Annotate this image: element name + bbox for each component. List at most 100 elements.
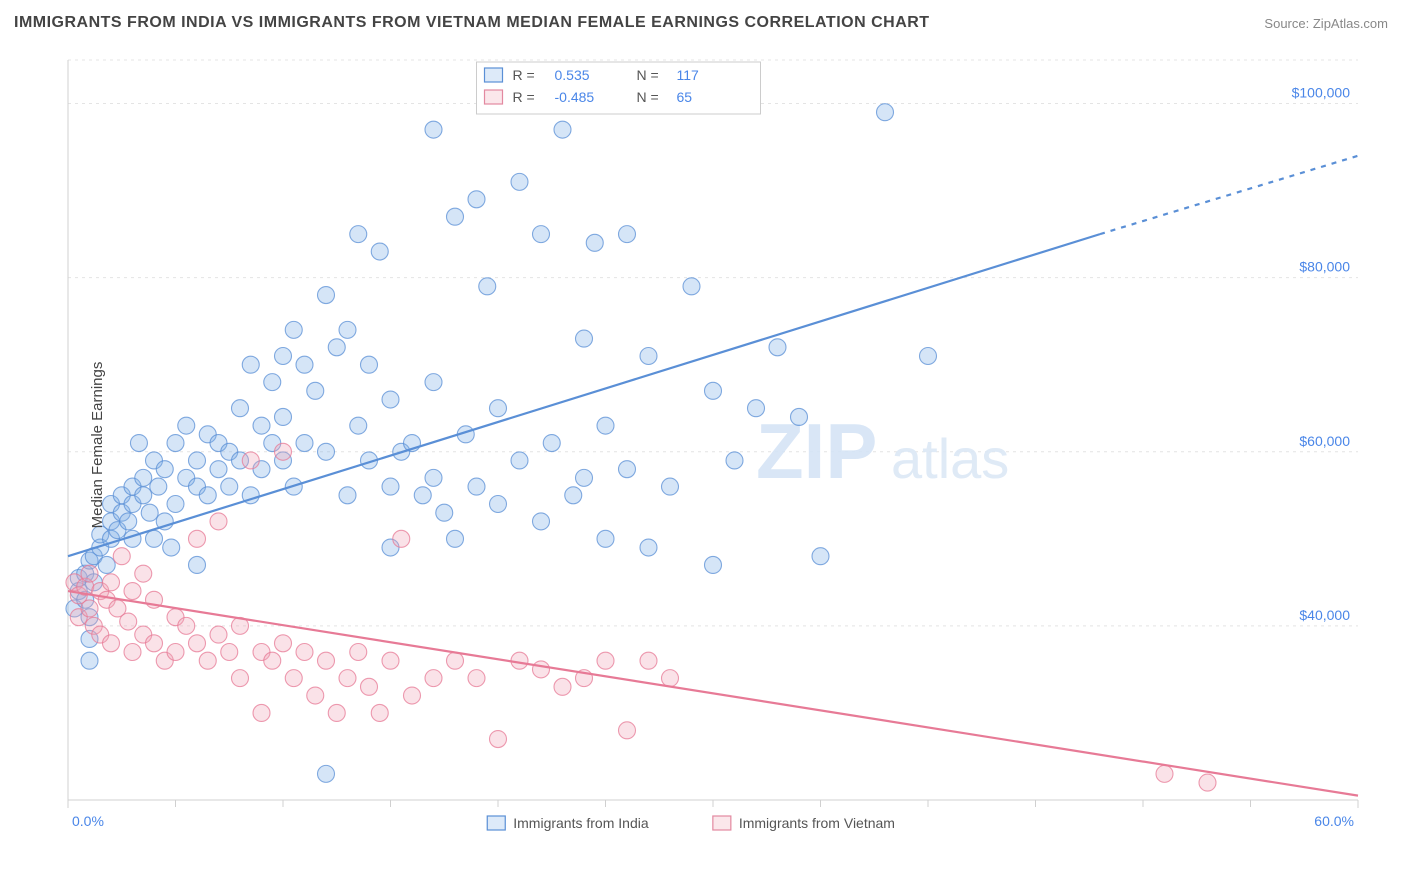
- scatter-point: [339, 670, 356, 687]
- scatter-point: [328, 704, 345, 721]
- scatter-point: [393, 530, 410, 547]
- scatter-point: [640, 348, 657, 365]
- scatter-point: [199, 487, 216, 504]
- svg-text:atlas: atlas: [891, 427, 1009, 490]
- scatter-point: [199, 652, 216, 669]
- scatter-point: [318, 652, 335, 669]
- scatter-point: [135, 469, 152, 486]
- scatter-point: [189, 635, 206, 652]
- scatter-point: [468, 478, 485, 495]
- scatter-point: [146, 530, 163, 547]
- legend-series-label: Immigrants from Vietnam: [739, 815, 895, 831]
- scatter-point: [812, 548, 829, 565]
- scatter-point: [576, 330, 593, 347]
- scatter-point: [705, 556, 722, 573]
- svg-text:N =: N =: [637, 89, 659, 105]
- scatter-point: [167, 496, 184, 513]
- scatter-point: [425, 469, 442, 486]
- scatter-point: [382, 652, 399, 669]
- scatter-point: [339, 487, 356, 504]
- scatter-point: [253, 704, 270, 721]
- scatter-point: [113, 548, 130, 565]
- scatter-point: [554, 678, 571, 695]
- x-tick-label: 60.0%: [1314, 813, 1354, 829]
- scatter-point: [533, 226, 550, 243]
- scatter-point: [436, 504, 453, 521]
- svg-text:R =: R =: [513, 89, 535, 105]
- svg-text:ZIP: ZIP: [756, 407, 877, 495]
- scatter-point: [296, 644, 313, 661]
- chart-area: Median Female Earnings $40,000$60,000$80…: [58, 50, 1384, 840]
- scatter-point: [468, 670, 485, 687]
- scatter-point: [318, 443, 335, 460]
- scatter-point: [264, 374, 281, 391]
- scatter-point: [425, 121, 442, 138]
- scatter-point: [98, 556, 115, 573]
- scatter-point: [221, 644, 238, 661]
- scatter-point: [210, 461, 227, 478]
- scatter-point: [748, 400, 765, 417]
- scatter-point: [103, 635, 120, 652]
- scatter-point: [135, 565, 152, 582]
- scatter-point: [141, 504, 158, 521]
- scatter-point: [533, 661, 550, 678]
- legend-swatch: [487, 816, 505, 830]
- scatter-point: [597, 417, 614, 434]
- scatter-point: [146, 635, 163, 652]
- scatter-point: [490, 400, 507, 417]
- legend-bottom: Immigrants from India Immigrants from Vie…: [487, 815, 895, 831]
- svg-text:N =: N =: [637, 67, 659, 83]
- scatter-point: [619, 461, 636, 478]
- scatter-point: [150, 478, 167, 495]
- scatter-point: [124, 583, 141, 600]
- legend-n-value: 117: [677, 67, 700, 83]
- scatter-point: [619, 722, 636, 739]
- scatter-point: [619, 226, 636, 243]
- scatter-point: [242, 356, 259, 373]
- scatter-point: [120, 613, 137, 630]
- scatter-point: [468, 191, 485, 208]
- scatter-point: [490, 731, 507, 748]
- scatter-point: [318, 765, 335, 782]
- scatter-point: [103, 574, 120, 591]
- scatter-point: [275, 408, 292, 425]
- x-tick-label: 0.0%: [72, 813, 104, 829]
- scatter-point: [490, 496, 507, 513]
- y-axis-label: Median Female Earnings: [89, 362, 106, 529]
- y-tick-label: $60,000: [1299, 433, 1350, 449]
- scatter-point: [447, 208, 464, 225]
- scatter-point: [124, 644, 141, 661]
- scatter-point: [275, 443, 292, 460]
- scatter-point: [210, 626, 227, 643]
- scatter-point: [877, 104, 894, 121]
- scatter-point: [350, 226, 367, 243]
- scatter-point: [769, 339, 786, 356]
- scatter-point: [167, 644, 184, 661]
- scatter-point: [447, 652, 464, 669]
- scatter-point: [920, 348, 937, 365]
- legend-series-label: Immigrants from India: [513, 815, 649, 831]
- scatter-point: [167, 435, 184, 452]
- scatter-point: [318, 287, 335, 304]
- scatter-point: [1156, 765, 1173, 782]
- scatter-point: [371, 243, 388, 260]
- scatter-point: [307, 687, 324, 704]
- scatter-point: [253, 417, 270, 434]
- scatter-point: [404, 687, 421, 704]
- scatter-point: [479, 278, 496, 295]
- scatter-point: [425, 670, 442, 687]
- scatter-point: [414, 487, 431, 504]
- scatter-point: [371, 704, 388, 721]
- scatter-point: [705, 382, 722, 399]
- scatter-point: [586, 234, 603, 251]
- scatter-point: [350, 644, 367, 661]
- scatter-point: [683, 278, 700, 295]
- legend-r-value: -0.485: [555, 89, 595, 105]
- scatter-point: [791, 408, 808, 425]
- scatter-point: [275, 635, 292, 652]
- scatter-point: [597, 530, 614, 547]
- legend-swatch: [485, 68, 503, 82]
- legend-r-value: 0.535: [555, 67, 590, 83]
- scatter-point: [81, 652, 98, 669]
- chart-title: IMMIGRANTS FROM INDIA VS IMMIGRANTS FROM…: [14, 14, 930, 32]
